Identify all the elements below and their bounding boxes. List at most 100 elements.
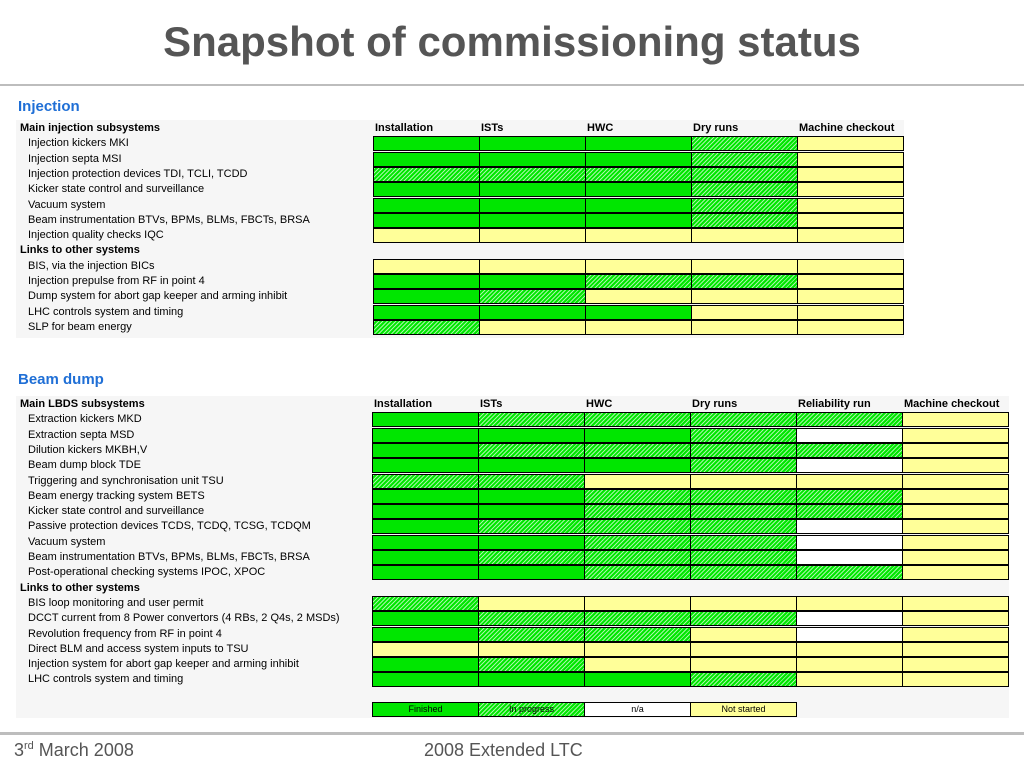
legend-a-item: n/a <box>584 702 691 717</box>
beamdump-table: Main LBDS subsystems Installation ISTs HWC D… <box>16 396 1009 718</box>
injection-status-cell <box>691 197 798 213</box>
beamdump-status-cell <box>584 595 691 611</box>
beamdump-status-cell <box>372 595 479 611</box>
footer-date-day: 3 <box>14 740 25 760</box>
beamdump-status-cell <box>584 626 691 642</box>
beamdump-status-cell <box>478 550 585 565</box>
beamdump-status-cell <box>584 641 691 657</box>
legend-f-item: Finished <box>372 702 479 717</box>
injection-table-row: Vacuum system <box>16 197 904 213</box>
injection-row-label: Links to other systems <box>20 244 140 257</box>
beamdump-table-row: LHC controls system and timing <box>16 672 1009 688</box>
beamdump-status-cell <box>478 595 585 611</box>
beamdump-status-cell <box>796 565 903 581</box>
beamdump-status-cell <box>584 519 691 535</box>
injection-table-row: Injection quality checks IQC <box>16 228 904 244</box>
injection-row-label: Injection quality checks IQC <box>28 229 164 242</box>
beamdump-status-cell <box>690 626 797 642</box>
beamdump-status-cell <box>584 657 691 673</box>
footer-date: 3rd March 2008 <box>14 740 134 761</box>
injection-status-cell <box>797 136 904 152</box>
injection-status-cell <box>797 319 904 335</box>
injection-table-row: Injection septa MSI <box>16 151 904 167</box>
beamdump-table-row: Revolution frequency from RF in point 4 <box>16 626 1009 642</box>
injection-status-cell <box>691 319 798 335</box>
beamdump-status-cell <box>902 442 1009 458</box>
beamdump-section-label: Beam dump <box>18 371 104 388</box>
beamdump-status-cell <box>372 550 479 565</box>
injection-status-cell <box>479 274 586 289</box>
beamdump-status-cell <box>690 611 797 627</box>
beamdump-row-label: Post-operational checking systems IPOC, … <box>28 566 266 579</box>
beamdump-status-cell <box>584 672 691 688</box>
beamdump-status-cell <box>584 442 691 458</box>
injection-table-row: Injection prepulse from RF in point 4 <box>16 274 904 289</box>
beamdump-status-cell <box>372 504 479 520</box>
injection-status-cell <box>479 304 586 320</box>
beamdump-status-cell <box>478 488 585 504</box>
beamdump-status-cell <box>690 412 797 428</box>
beamdump-status-cell <box>902 504 1009 520</box>
beamdump-status-cell <box>372 672 479 688</box>
injection-status-cell <box>797 151 904 167</box>
injection-table-row: BIS, via the injection BICs <box>16 258 904 274</box>
beamdump-table-row: Beam dump block TDE <box>16 458 1009 474</box>
beamdump-status-cell <box>796 412 903 428</box>
beamdump-status-cell <box>372 412 479 428</box>
beamdump-status-cell <box>372 488 479 504</box>
injection-column-header: Installation <box>375 122 434 134</box>
injection-status-cell <box>585 182 692 198</box>
beamdump-status-cell <box>796 488 903 504</box>
beamdump-row-label: DCCT current from 8 Power convertors (4 … <box>28 612 340 625</box>
beamdump-status-cell <box>796 458 903 474</box>
beamdump-status-cell <box>584 504 691 520</box>
beamdump-status-cell <box>902 657 1009 673</box>
beamdump-status-cell <box>478 473 585 489</box>
beamdump-status-cell <box>372 473 479 489</box>
injection-status-cell <box>373 274 480 289</box>
beamdump-status-cell <box>478 565 585 581</box>
beamdump-status-cell <box>372 611 479 627</box>
beamdump-status-cell <box>584 550 691 565</box>
injection-status-cell <box>373 151 480 167</box>
beamdump-status-cell <box>478 534 585 550</box>
beamdump-status-cell <box>584 458 691 474</box>
beamdump-column-header: Machine checkout <box>904 398 1000 410</box>
injection-row-label: Kicker state control and surveillance <box>28 183 205 196</box>
beamdump-group-row: Links to other systems <box>16 581 1009 596</box>
beamdump-status-cell <box>690 458 797 474</box>
injection-table-row: Injection protection devices TDI, TCLI, … <box>16 166 904 182</box>
injection-row-label: Injection protection devices TDI, TCLI, … <box>28 167 248 180</box>
injection-status-cell <box>691 166 798 182</box>
beamdump-status-cell <box>902 641 1009 657</box>
beamdump-status-cell <box>372 442 479 458</box>
injection-status-cell <box>797 197 904 213</box>
injection-table-row: SLP for beam energy <box>16 319 904 335</box>
injection-table-row: Injection kickers MKI <box>16 136 904 152</box>
beamdump-status-cell <box>478 504 585 520</box>
beamdump-status-cell <box>584 611 691 627</box>
beamdump-status-cell <box>796 641 903 657</box>
beamdump-status-cell <box>690 519 797 535</box>
beamdump-status-cell <box>478 626 585 642</box>
beamdump-status-cell <box>796 657 903 673</box>
beamdump-status-cell <box>372 519 479 535</box>
beamdump-status-cell <box>478 641 585 657</box>
injection-table-row: LHC controls system and timing <box>16 304 904 320</box>
footer-date-rest: March 2008 <box>33 740 134 760</box>
beamdump-status-cell <box>690 442 797 458</box>
beamdump-status-cell <box>796 595 903 611</box>
injection-status-cell <box>585 136 692 152</box>
footer-date-suffix: rd <box>24 740 34 752</box>
injection-row-label: Vacuum system <box>28 198 106 211</box>
injection-status-cell <box>691 274 798 289</box>
beamdump-status-cell <box>584 427 691 443</box>
injection-row-label: Beam instrumentation BTVs, BPMs, BLMs, F… <box>28 213 310 226</box>
injection-status-cell <box>585 197 692 213</box>
injection-status-cell <box>797 166 904 182</box>
beamdump-status-cell <box>796 519 903 535</box>
beamdump-status-cell <box>796 550 903 565</box>
beamdump-table-row: Beam instrumentation BTVs, BPMs, BLMs, F… <box>16 550 1009 565</box>
beamdump-table-row: Kicker state control and surveillance <box>16 504 1009 520</box>
beamdump-status-cell <box>902 550 1009 565</box>
